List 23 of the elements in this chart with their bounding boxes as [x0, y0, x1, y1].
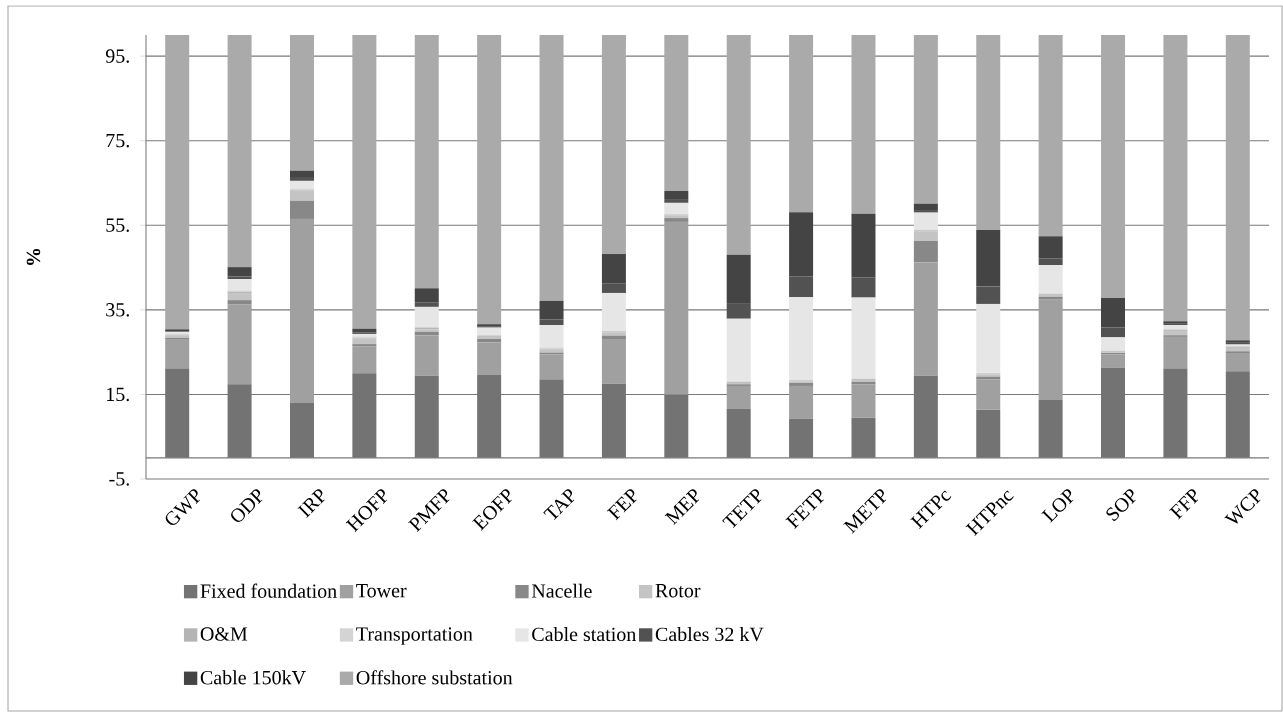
- y-tick-label: 35.: [106, 303, 129, 317]
- legend-label: Tower: [356, 584, 407, 598]
- legend-label: Cable station: [532, 627, 637, 642]
- y-tick-label: 55.: [106, 218, 129, 232]
- legend-label: Rotor: [655, 584, 701, 598]
- legend-label: O&M: [200, 627, 248, 641]
- x-tick-label: SOP: [1106, 489, 1136, 522]
- legend-label: Cables 32 kV: [655, 627, 764, 642]
- legend-label: Transportation: [356, 627, 473, 645]
- legend-label: Offshore substation: [356, 670, 513, 685]
- legend-label: Cable 150kV: [200, 670, 306, 685]
- x-tick-label: FFP: [1169, 489, 1199, 520]
- x-tick-label: TAP: [543, 489, 575, 520]
- x-tick-label: FEP: [606, 489, 637, 521]
- x-tick-label: IRP: [297, 489, 325, 518]
- y-tick-label: -5.: [109, 472, 129, 486]
- y-tick-label: 75.: [106, 134, 129, 148]
- y-axis-title: %: [26, 248, 41, 265]
- x-tick-label: ODP: [231, 489, 263, 522]
- legend-label: Nacelle: [531, 583, 592, 598]
- y-tick-label: 15.: [107, 387, 129, 402]
- legend-label: Fixed foundation: [200, 583, 337, 598]
- y-tick-label: 95.: [105, 49, 129, 63]
